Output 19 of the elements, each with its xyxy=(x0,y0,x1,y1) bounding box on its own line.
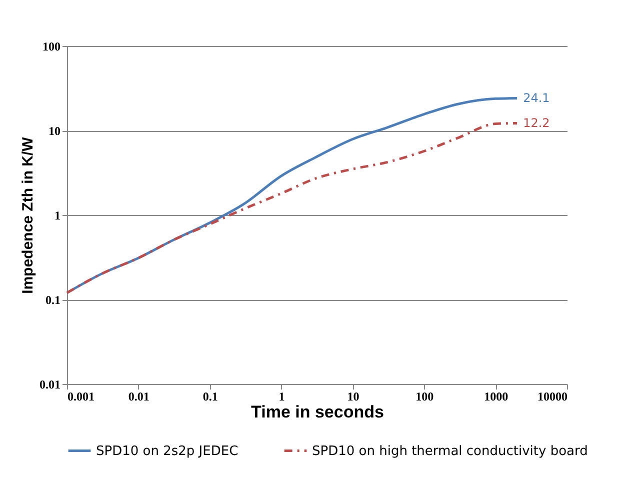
x-axis-title: Time in seconds xyxy=(251,402,384,422)
y-tick-label: 100 xyxy=(42,40,60,54)
x-tick-label: 100 xyxy=(416,390,434,404)
data-label: 12.2 xyxy=(523,116,550,130)
x-tick-label: 10 xyxy=(347,390,360,404)
data-label: 24.1 xyxy=(523,91,550,106)
y-tick-label: 0.1 xyxy=(46,293,60,307)
x-tick-label: 1 xyxy=(278,390,285,404)
x-tick-label: 0.1 xyxy=(202,390,218,404)
legend-label: SPD10 on high thermal conductivity board xyxy=(312,444,588,459)
legend-label: SPD10 on 2s2p JEDEC xyxy=(96,444,238,459)
y-axis-title: Impedence Zth in K/W xyxy=(20,136,36,294)
x-tick-label: 0.001 xyxy=(68,390,94,404)
y-tick-label: 0.01 xyxy=(40,378,60,392)
x-tick-label: 0.01 xyxy=(128,390,150,404)
y-tick-label: 1 xyxy=(54,208,60,222)
x-tick-label: 1000 xyxy=(484,390,508,404)
y-tick-label: 10 xyxy=(48,124,60,138)
x-tick-label: 10000 xyxy=(538,390,568,404)
